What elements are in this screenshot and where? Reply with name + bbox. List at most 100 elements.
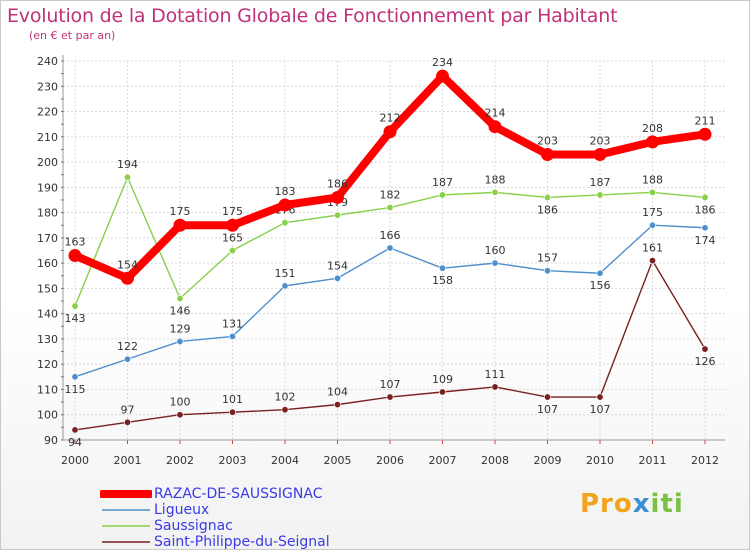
x-tick-label: 2002 — [166, 454, 194, 467]
data-point — [488, 120, 502, 134]
data-label: 188 — [642, 173, 663, 186]
data-point — [436, 69, 449, 83]
data-label: 143 — [65, 312, 86, 325]
data-label: 111 — [485, 368, 506, 381]
data-point — [543, 193, 551, 201]
y-tick-label: 120 — [37, 358, 58, 371]
y-tick-label: 130 — [37, 333, 58, 346]
data-label: 160 — [485, 244, 506, 257]
data-point — [121, 271, 134, 285]
proxiti-logo: Proxiti — [580, 489, 684, 519]
data-point — [333, 274, 341, 282]
x-tick-label: 2005 — [324, 454, 352, 467]
data-point — [71, 426, 79, 434]
x-tick-label: 2008 — [481, 454, 509, 467]
data-label: 174 — [695, 234, 716, 247]
data-label: 151 — [275, 267, 296, 280]
data-point — [701, 224, 709, 232]
data-point — [71, 373, 79, 381]
y-tick-label: 170 — [37, 232, 58, 245]
data-label: 212 — [380, 112, 401, 125]
legend-item-saint-philippe: Saint-Philippe-du-Seignal — [100, 534, 330, 550]
data-point — [646, 135, 659, 149]
data-point — [124, 355, 132, 363]
data-point — [386, 204, 394, 212]
legend-label-saussignac: Saussignac — [154, 518, 233, 534]
data-label: 186 — [695, 203, 716, 216]
data-label: 183 — [275, 185, 296, 198]
data-label: 156 — [590, 279, 611, 292]
data-point — [68, 249, 82, 263]
data-point — [386, 244, 394, 252]
data-point — [491, 259, 499, 267]
data-point — [229, 247, 237, 255]
data-point — [383, 125, 397, 139]
data-label: 214 — [485, 107, 506, 120]
legend-swatch-ligueux — [102, 509, 150, 511]
data-point — [124, 418, 132, 426]
x-tick-label: 2011 — [639, 454, 667, 467]
data-label: 100 — [170, 396, 191, 409]
data-point — [541, 147, 554, 161]
x-tick-label: 2012 — [691, 454, 719, 467]
data-point — [701, 193, 709, 201]
data-point — [281, 219, 289, 227]
data-point — [438, 264, 446, 272]
data-point — [698, 127, 712, 141]
y-tick-label: 230 — [37, 80, 58, 93]
data-label: 107 — [590, 403, 611, 416]
data-point — [229, 332, 237, 340]
data-label: 161 — [642, 242, 663, 255]
data-label: 104 — [327, 386, 348, 399]
data-point — [331, 190, 344, 204]
data-label: 102 — [275, 391, 296, 404]
data-label: 203 — [537, 134, 558, 147]
legend-label-razac: RAZAC-DE-SAUSSIGNAC — [154, 486, 323, 502]
data-point — [596, 191, 604, 199]
x-tick-label: 2003 — [219, 454, 247, 467]
data-label: 194 — [117, 158, 138, 171]
legend-item-ligueux: Ligueux — [100, 502, 330, 518]
y-tick-label: 90 — [44, 434, 58, 447]
data-label: 163 — [65, 236, 86, 249]
data-point — [543, 393, 551, 401]
x-tick-label: 2010 — [586, 454, 614, 467]
legend-swatch-saussignac — [102, 525, 150, 527]
legend-item-razac: RAZAC-DE-SAUSSIGNAC — [100, 486, 330, 502]
x-tick-label: 2007 — [429, 454, 457, 467]
data-point — [176, 295, 184, 303]
data-point — [333, 211, 341, 219]
x-tick-label: 2009 — [534, 454, 562, 467]
data-label: 175 — [642, 206, 663, 219]
legend-label-saint-philippe: Saint-Philippe-du-Seignal — [154, 534, 330, 550]
data-label: 208 — [642, 122, 663, 135]
y-tick-label: 240 — [37, 55, 58, 68]
data-label: 131 — [222, 317, 243, 330]
y-tick-label: 210 — [37, 131, 58, 144]
data-point — [543, 267, 551, 275]
data-label: 175 — [222, 205, 243, 218]
data-label: 234 — [432, 56, 453, 69]
data-label: 107 — [537, 403, 558, 416]
data-point — [386, 393, 394, 401]
legend-label-ligueux: Ligueux — [154, 502, 210, 518]
data-label: 186 — [327, 177, 348, 190]
data-point — [173, 218, 187, 232]
data-label: 186 — [537, 203, 558, 216]
data-point — [226, 218, 239, 232]
data-point — [333, 401, 341, 409]
data-point — [278, 198, 292, 212]
legend-item-saussignac: Saussignac — [100, 518, 330, 534]
y-tick-label: 190 — [37, 181, 58, 194]
data-point — [648, 257, 656, 265]
data-label: 187 — [590, 176, 611, 189]
data-point — [281, 406, 289, 414]
data-label: 187 — [432, 176, 453, 189]
data-label: 129 — [170, 322, 191, 335]
x-tick-label: 2006 — [376, 454, 404, 467]
data-point — [229, 408, 237, 416]
data-label: 188 — [485, 173, 506, 186]
y-tick-label: 150 — [37, 282, 58, 295]
data-label: 182 — [380, 189, 401, 202]
data-point — [701, 345, 709, 353]
